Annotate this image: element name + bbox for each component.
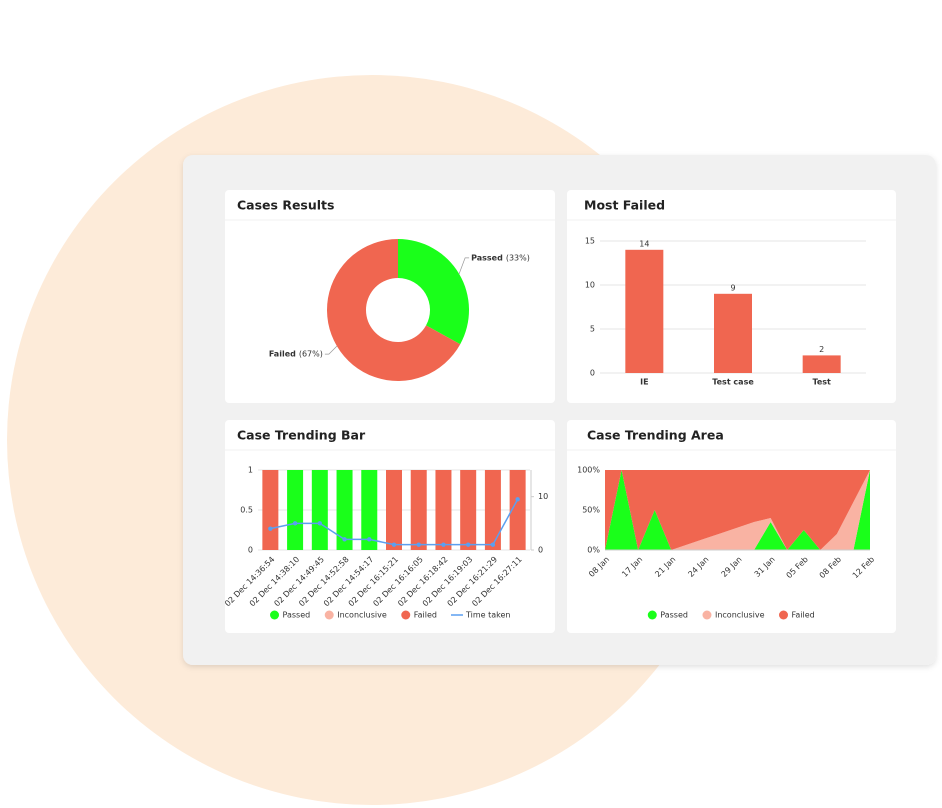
y-tick-label: 100% xyxy=(577,466,600,475)
y2-tick-label: 10 xyxy=(538,492,548,501)
bar xyxy=(802,355,841,373)
legend-marker xyxy=(401,610,411,620)
bar-segment xyxy=(435,470,452,550)
y-tick-label: 5 xyxy=(590,325,595,334)
legend-marker xyxy=(324,610,334,620)
pie-slice xyxy=(398,239,469,345)
y-tick-label: 1 xyxy=(248,466,253,475)
legend-marker xyxy=(270,610,280,620)
bar-segment xyxy=(484,470,501,550)
legend-marker xyxy=(647,610,657,620)
bar-segment xyxy=(311,470,328,550)
y-tick-label: 10 xyxy=(585,281,595,290)
slice-value-label: (33%) xyxy=(506,253,530,262)
line-point xyxy=(391,542,397,547)
slice-label: Passed xyxy=(471,253,503,262)
bar-segment xyxy=(386,470,402,550)
legend-marker xyxy=(702,610,712,620)
chart-title: Cases Results xyxy=(237,198,334,213)
area xyxy=(605,470,870,550)
legend-label: Passed xyxy=(660,611,688,620)
line-point xyxy=(490,542,496,547)
value-label: 14 xyxy=(639,239,649,248)
x-tick-label: IE xyxy=(640,378,648,387)
bar xyxy=(625,249,664,373)
legend-label: Time taken xyxy=(465,611,511,620)
y-tick-label: 0.5 xyxy=(240,506,253,515)
y-tick-label: 15 xyxy=(585,237,595,246)
leader-line xyxy=(324,345,338,355)
line-point xyxy=(292,521,298,526)
legend-label: Inconclusive xyxy=(715,611,765,620)
bar-segment xyxy=(336,470,353,550)
legend-label: Passed xyxy=(283,611,311,620)
area xyxy=(605,470,870,550)
x-tick-label: Test xyxy=(812,378,831,387)
chart-title: Case Trending Area xyxy=(587,428,724,443)
line-point xyxy=(416,542,421,547)
slice-label: Failed xyxy=(269,350,296,359)
line-point xyxy=(268,526,273,531)
y2-tick-label: 0 xyxy=(538,546,543,555)
leader-line xyxy=(458,257,470,274)
slice-value-label: (67%) xyxy=(299,350,323,359)
line-point xyxy=(367,537,372,542)
y-tick-label: 0% xyxy=(587,546,600,555)
chart-title: Case Trending Bar xyxy=(237,428,366,443)
line-point xyxy=(515,497,520,502)
bar-segment xyxy=(509,470,526,550)
value-label: 2 xyxy=(819,345,824,354)
line-point xyxy=(317,521,323,526)
line-point xyxy=(441,542,446,547)
bar-segment xyxy=(460,470,477,550)
legend-label: Inconclusive xyxy=(337,611,387,620)
bar xyxy=(714,293,752,373)
bar-segment xyxy=(262,470,279,550)
card xyxy=(225,190,555,403)
bar-segment xyxy=(361,470,378,550)
legend-label: Failed xyxy=(792,611,815,620)
line-point xyxy=(465,542,471,547)
y-tick-label: 0 xyxy=(248,546,253,555)
x-tick-label: Test case xyxy=(712,378,754,387)
bar-segment xyxy=(410,470,427,550)
chart-title: Most Failed xyxy=(584,198,665,213)
y-tick-label: 0 xyxy=(590,369,595,378)
value-label: 9 xyxy=(730,283,735,292)
line-point xyxy=(342,537,347,542)
legend-marker xyxy=(779,610,789,620)
legend-label: Failed xyxy=(414,611,437,620)
pie-slice xyxy=(326,239,461,381)
bar-segment xyxy=(287,470,304,550)
y-tick-label: 50% xyxy=(582,506,600,515)
